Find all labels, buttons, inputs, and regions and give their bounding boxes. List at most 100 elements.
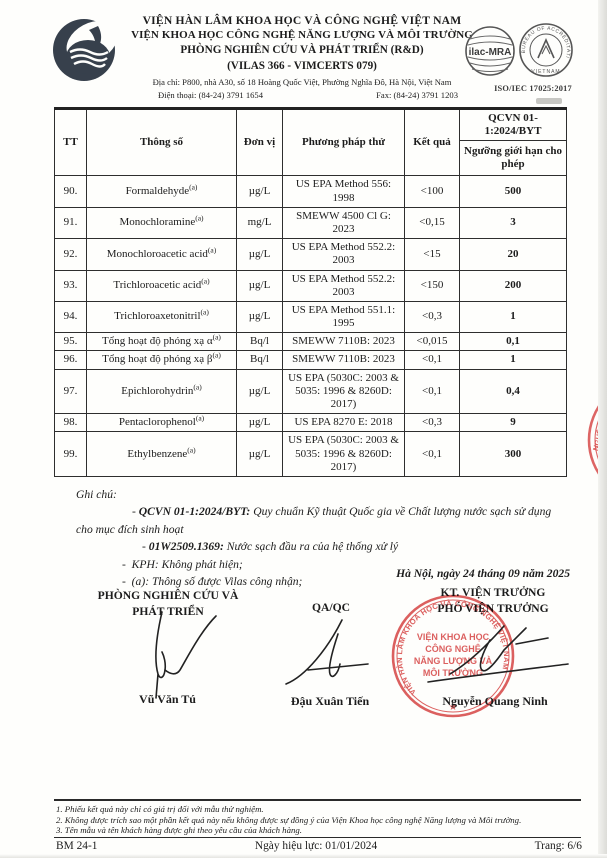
- page-number: Trang: 6/6: [534, 840, 582, 852]
- stamp-center-line2: CÔNG NGHỆ: [425, 643, 481, 654]
- unit-value: µg/L: [236, 238, 283, 271]
- form-code: BM 24-1: [56, 840, 98, 852]
- middle-signature: [285, 619, 369, 685]
- note-item: - 01W2509.1369: Nước sạch đầu ra của hệ …: [142, 540, 399, 554]
- limit-value: 300: [459, 431, 567, 477]
- row-number: 93.: [54, 269, 87, 302]
- col-header-method: Phương pháp thử: [282, 107, 405, 177]
- col-header-qcvn: QCVN 01-1:2024/BYT: [459, 107, 567, 142]
- test-method: SMEWW 4500 Cl G: 2023: [282, 206, 405, 240]
- row-number: 97.: [54, 368, 87, 415]
- department-name: PHÒNG NGHIÊN CỨU VÀ PHÁT TRIỂN (R&D): [180, 44, 424, 57]
- row-number: 96.: [54, 350, 87, 370]
- limit-value: 0,1: [459, 332, 567, 352]
- row-number: 95.: [54, 332, 87, 352]
- left-signature: [155, 611, 217, 699]
- test-method: US EPA (5030C: 2003 & 5035: 1996 & 8260D…: [282, 431, 405, 477]
- org-name-line1: VIỆN HÀN LÂM KHOA HỌC VÀ CÔNG NGHỆ VIỆT …: [142, 14, 462, 27]
- col-header-limit: Ngưỡng giới hạn cho phép: [459, 140, 567, 177]
- footer-divider-top: [54, 799, 581, 801]
- col-header-unit: Đơn vị: [236, 107, 283, 177]
- unit-value: mg/L: [236, 206, 283, 240]
- phone-number: Điện thoại: (84-24) 3791 1654: [158, 89, 264, 100]
- unit-value: µg/L: [236, 413, 283, 433]
- parameter-name: Formaldehyde(a): [86, 175, 237, 208]
- row-number: 91.: [54, 206, 87, 240]
- date-line: Hà Nội, ngày 24 tháng 09 năm 2025: [396, 567, 570, 580]
- accreditation-country-text: VIETNAM: [531, 69, 560, 75]
- parameter-name: Trichloroacetic acid(a): [86, 269, 237, 302]
- stamp-center-line1: VIỆN KHOA HỌC: [417, 631, 490, 642]
- footer-note-line: 1. Phiếu kết quả này chỉ có giá trị đối …: [56, 804, 264, 814]
- result-value: <0,15: [404, 206, 460, 240]
- limit-value: 200: [459, 269, 567, 302]
- left-signature-title: PHÒNG NGHIÊN CỨU VÀ PHÁT TRIỂN: [62, 588, 274, 619]
- result-value: <150: [404, 269, 460, 302]
- unit-value: µg/L: [236, 368, 283, 415]
- note-item: - (a): Thông số được Vilas công nhận;: [122, 574, 303, 588]
- middle-signer-name: Đậu Xuân Tiến: [290, 694, 370, 708]
- unit-value: µg/L: [236, 300, 283, 334]
- org-name-line2: VIỆN KHOA HỌC CÔNG NGHỆ NĂNG LƯỢNG VÀ MÔ…: [131, 29, 473, 42]
- footer-divider-bottom: [54, 837, 581, 838]
- right-signer-name: Nguyễn Quang Ninh: [442, 694, 548, 708]
- limit-value: 500: [459, 175, 567, 208]
- svg-text:ilac-MRA: ilac-MRA: [469, 47, 512, 58]
- limit-value: 1: [459, 300, 567, 334]
- footer-meta-row: BM 24-1 Ngày hiệu lực: 01/01/2024 Trang:…: [56, 840, 582, 852]
- row-number: 92.: [54, 238, 87, 271]
- test-method: US EPA Method 552.2: 2003: [282, 238, 405, 271]
- parameter-name: Ethylbenzene(a): [86, 431, 237, 477]
- contact-line: Điện thoại: (84-24) 3791 1654 Fax: (84-2…: [118, 90, 486, 101]
- test-method: SMEWW 7110B: 2023: [282, 332, 405, 352]
- unit-value: µg/L: [236, 269, 283, 302]
- address-line: Địa chỉ: P800, nhà A30, số 18 Hoàng Quốc…: [152, 77, 452, 88]
- left-title-line1: PHÒNG NGHIÊN CỨU VÀ: [97, 589, 239, 602]
- fax-number: Fax: (84-24) 3791 1203: [376, 89, 458, 100]
- limit-value: 1: [459, 350, 567, 370]
- effective-date: Ngày hiệu lực: 01/01/2024: [254, 840, 378, 852]
- notes-section: Ghi chú: - QCVN 01-1:2024/BYT: Quy chuẩn…: [76, 486, 560, 590]
- test-method: US EPA Method 556: 1998: [282, 175, 405, 208]
- table-row: 96. Tổng hoạt độ phóng xạ β(a) Bq/l SMEW…: [54, 350, 567, 370]
- col-header-tt: TT: [54, 107, 87, 177]
- parameter-name: Trichloroaxetonitril(a): [86, 300, 237, 334]
- test-method: US EPA Method 551.1: 1995: [282, 300, 405, 334]
- unit-value: Bq/l: [236, 332, 283, 352]
- row-number: 90.: [54, 175, 87, 208]
- result-value: <0,3: [404, 300, 460, 334]
- table-row: 92. Monochloroacetic acid(a) µg/L US EPA…: [54, 238, 567, 271]
- parameter-name: Tổng hoạt độ phóng xạ β(a): [86, 350, 237, 370]
- parameter-name: Pentaclorophenol(a): [86, 413, 237, 433]
- note-item: - KPH: Không phát hiện;: [122, 557, 243, 571]
- test-method: US EPA Method 552.2: 2003: [282, 269, 405, 302]
- unit-value: Bq/l: [236, 350, 283, 370]
- right-title-line1: KT. VIỆN TRƯỞNG: [440, 586, 546, 599]
- col-header-result: Kết quả: [404, 107, 460, 177]
- accreditation-ring-text: BUREAU OF ACCREDITATION: [518, 21, 570, 59]
- notes-list: - QCVN 01-1:2024/BYT: Quy chuẩn Kỹ thuật…: [76, 503, 560, 590]
- table-row: 90. Formaldehyde(a) µg/L US EPA Method 5…: [54, 175, 567, 208]
- note-item: - QCVN 01-1:2024/BYT: Quy chuẩn Kỹ thuật…: [76, 505, 552, 536]
- limit-value: 0,4: [459, 368, 567, 415]
- table-body: 90. Formaldehyde(a) µg/L US EPA Method 5…: [54, 175, 567, 477]
- stamp-center-line3: NĂNG LƯỢNG VÀ: [414, 656, 493, 666]
- table-row: 99. Ethylbenzene(a) µg/L US EPA (5030C: …: [54, 431, 567, 477]
- result-value: <0,1: [404, 431, 460, 477]
- letterhead: VIỆN HÀN LÂM KHOA HỌC VÀ CÔNG NGHỆ VIỆT …: [118, 13, 486, 101]
- test-method: US EPA (5030C: 2003 & 5035: 1996 & 8260D…: [282, 368, 405, 415]
- svg-text:BUREAU OF ACCREDITATION: BUREAU OF ACCREDITATION: [518, 21, 571, 59]
- col-header-param: Thông số: [86, 107, 237, 177]
- result-value: <0,015: [404, 332, 460, 352]
- result-value: <100: [404, 175, 460, 208]
- left-title-line2: PHÁT TRIỂN: [132, 604, 204, 618]
- footer-note-line: 3. Tên mẫu và tên khách hàng được ghi th…: [56, 825, 302, 836]
- table-row: 94. Trichloroaxetonitril(a) µg/L US EPA …: [54, 300, 567, 334]
- table-row: 91. Monochloramine(a) mg/L SMEWW 4500 Cl…: [54, 206, 567, 240]
- result-value: <0,3: [404, 413, 460, 433]
- limit-value: 20: [459, 238, 567, 271]
- row-number: 99.: [54, 431, 87, 477]
- page-edge-shadow-bottom: [0, 854, 607, 858]
- result-value: <0,1: [404, 368, 460, 415]
- parameter-name: Monochloramine(a): [86, 206, 237, 240]
